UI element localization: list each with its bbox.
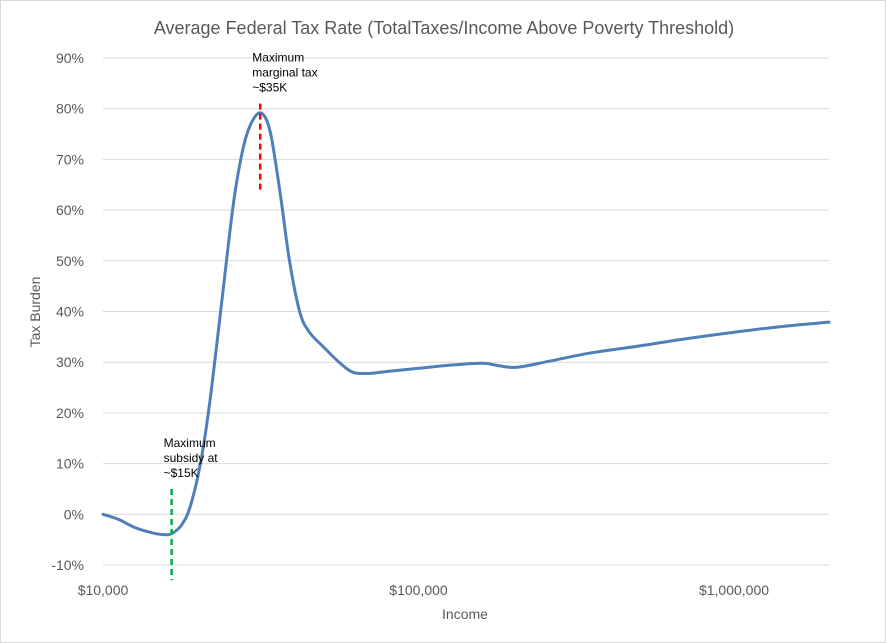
y-axis-label: Tax Burden [27,277,43,348]
x-tick-label: $10,000 [78,582,129,598]
series-line [101,111,831,537]
annotation-text: subsidy at [164,451,219,465]
y-tick-label: 0% [64,506,84,522]
annotation-text: Maximum [164,436,216,450]
annotation-text: ~$15K [164,466,199,480]
annotation-text: ~$35K [252,81,287,95]
y-tick-label: 80% [56,101,84,117]
y-tick-label: 20% [56,405,84,421]
y-axis-ticks: -10% 0% 10% 20% 30% 40% 50% 60% 70% 80% 90% [51,50,84,573]
y-tick-label: 90% [56,50,84,66]
x-axis-label: Income [442,606,488,622]
y-tick-label: -10% [51,557,84,573]
y-tick-label: 30% [56,354,84,370]
x-tick-label: $1,000,000 [699,582,769,598]
y-tick-label: 60% [56,202,84,218]
x-tick-label: $100,000 [389,582,448,598]
series-group [101,111,831,537]
chart-title: Average Federal Tax Rate (TotalTaxes/Inc… [154,18,734,38]
annotation-text: Maximum [252,51,304,65]
grid-lines [103,57,829,566]
y-tick-label: 70% [56,151,84,167]
y-tick-label: 40% [56,304,84,320]
y-tick-label: 10% [56,456,84,472]
x-axis-ticks: $10,000 $100,000 $1,000,000 [78,582,770,598]
annotation-text: marginal tax [252,66,317,80]
y-tick-label: 50% [56,253,84,269]
